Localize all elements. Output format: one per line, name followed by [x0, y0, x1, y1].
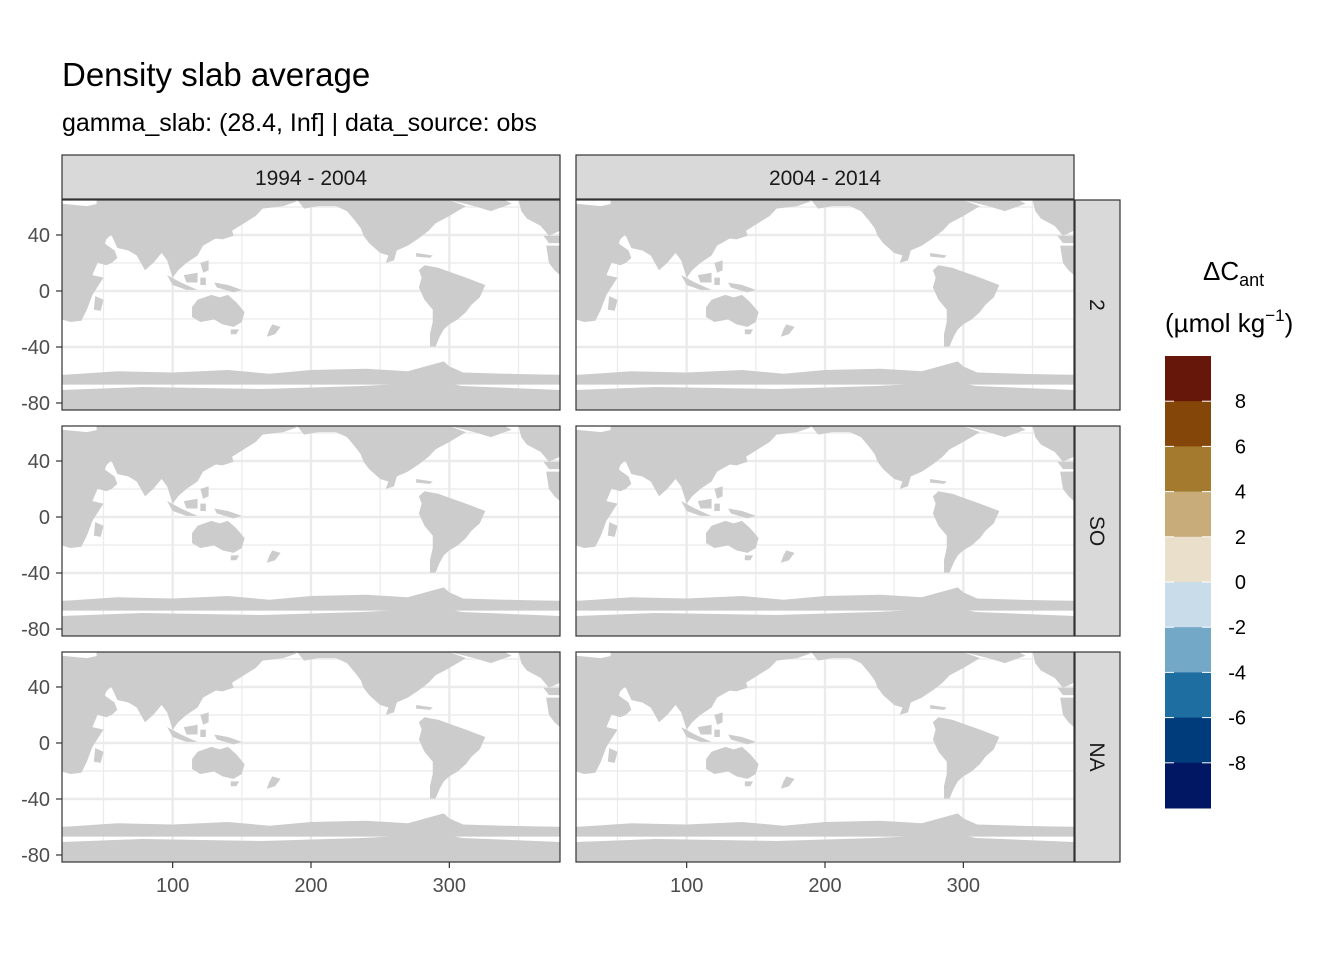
legend-unit-exp: −1 — [1265, 306, 1284, 325]
land-mask — [62, 652, 560, 862]
legend-tick-label: -4 — [1228, 662, 1246, 684]
column-label-2: 2004 - 2014 — [769, 167, 881, 190]
row-strip-2: SO — [1074, 425, 1121, 637]
legend-unit-prefix: (µmol kg — [1165, 308, 1265, 338]
x-tick-label: 200 — [808, 875, 841, 897]
legend-bin — [1165, 582, 1211, 628]
legend-bin — [1165, 536, 1211, 583]
legend-bin — [1165, 762, 1211, 809]
y-tick-label: 0 — [39, 507, 50, 529]
y-tick-label: 40 — [28, 451, 50, 473]
y-tick-label: -80 — [21, 393, 50, 415]
row-label-1: 2 — [1085, 299, 1108, 311]
map-panel-r2-c2 — [575, 425, 1075, 637]
legend-tick-label: 6 — [1235, 436, 1246, 458]
legend-bin — [1165, 491, 1211, 538]
row-strip-1: 2 — [1074, 199, 1121, 411]
x-axes: 100 200 300 100 200 300 — [156, 862, 980, 897]
map-panel-r3-c1 — [61, 651, 561, 863]
legend-bin — [1165, 672, 1211, 719]
legend-tick-label: 4 — [1235, 482, 1246, 504]
row-strip-3: NA — [1074, 651, 1121, 863]
y-tick-label: -80 — [21, 619, 50, 641]
y-tick-label: -40 — [21, 563, 50, 585]
y-tick-label: 0 — [39, 281, 50, 303]
legend-tick-label: -8 — [1228, 753, 1246, 775]
chart-title: Density slab average — [62, 56, 370, 93]
legend-colorbar — [1165, 356, 1211, 809]
land-mask — [576, 426, 1074, 636]
y-tick-label: -40 — [21, 337, 50, 359]
legend-labels: 8 6 4 2 0 -2 -4 -6 -8 — [1165, 391, 1246, 775]
legend-tick-label: 8 — [1235, 391, 1246, 413]
legend-tick-label: -2 — [1228, 617, 1246, 639]
map-panel-r3-c2 — [575, 651, 1075, 863]
legend-title-sub: ant — [1239, 270, 1264, 290]
y-tick-label: -80 — [21, 845, 50, 867]
column-strip-2: 2004 - 2014 — [575, 154, 1075, 200]
y-axes: 40 0 -40 -80 40 0 -40 -80 40 0 -40 -80 — [21, 225, 62, 867]
y-tick-label: 40 — [28, 677, 50, 699]
legend-unit: (µmol kg−1) — [1165, 306, 1293, 338]
land-mask — [576, 200, 1074, 410]
legend-bin — [1165, 717, 1211, 764]
legend-bin — [1165, 627, 1211, 673]
legend-title-main: ΔC — [1203, 256, 1239, 286]
legend-bin — [1165, 446, 1211, 493]
x-tick-label: 100 — [670, 875, 703, 897]
legend-title: ΔCant — [1203, 256, 1264, 290]
column-strip-1: 1994 - 2004 — [61, 154, 561, 200]
legend-tick-label: -6 — [1228, 708, 1246, 730]
legend-tick-label: 2 — [1235, 527, 1246, 549]
x-tick-label: 100 — [156, 875, 189, 897]
map-panel-r1-c1 — [61, 199, 561, 411]
legend-unit-suffix: ) — [1285, 308, 1294, 338]
map-panels — [61, 199, 1075, 863]
map-panel-r1-c2 — [575, 199, 1075, 411]
land-mask — [62, 200, 560, 410]
y-tick-label: 40 — [28, 225, 50, 247]
x-tick-label: 300 — [433, 875, 466, 897]
row-label-3: NA — [1085, 742, 1108, 771]
x-tick-label: 200 — [294, 875, 327, 897]
row-label-2: SO — [1085, 516, 1108, 546]
y-tick-label: 0 — [39, 733, 50, 755]
chart-subtitle: gamma_slab: (28.4, Inf] | data_source: o… — [62, 109, 537, 137]
legend-bin — [1165, 356, 1211, 402]
legend-bin — [1165, 401, 1211, 447]
legend: ΔCant (µmol kg−1) 8 6 4 2 0 -2 -4 -6 -8 — [1165, 256, 1293, 809]
land-mask — [62, 426, 560, 636]
y-tick-label: -40 — [21, 789, 50, 811]
legend-tick-label: 0 — [1235, 572, 1246, 594]
land-mask — [576, 652, 1074, 862]
column-label-1: 1994 - 2004 — [255, 167, 367, 190]
map-panel-r2-c1 — [61, 425, 561, 637]
x-tick-label: 300 — [947, 875, 980, 897]
